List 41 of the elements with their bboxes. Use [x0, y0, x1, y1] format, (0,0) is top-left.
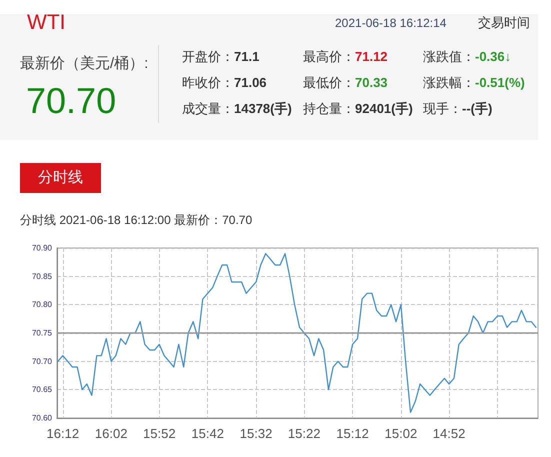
y-tick-label: 70.65: [32, 385, 53, 394]
text: -0.51(%): [475, 75, 525, 90]
x-tick-label: 16:02: [94, 426, 128, 441]
text: 最新价（美元/桶）:: [20, 55, 148, 72]
text: 持仓量：: [303, 101, 355, 116]
x-tick-label: 15:02: [384, 426, 418, 441]
text: 分时线: [20, 163, 101, 193]
text: 71.12: [355, 49, 388, 64]
text: 成交量：: [182, 101, 234, 116]
chart-subtitle: 分时线 2021-06-18 16:12:00 最新价：70.70: [20, 213, 252, 228]
line-series: [57, 253, 537, 413]
text: --(手): [462, 101, 492, 116]
text: 涨跌幅：: [423, 75, 475, 90]
y-tick-label: 70.60: [32, 414, 53, 422]
text: 2021-06-18 16:12:14: [335, 16, 446, 31]
x-tick-label: 15:22: [288, 426, 320, 441]
text: 最高价：: [303, 49, 355, 64]
text: -0.36↓: [475, 49, 512, 64]
text: 92401(手): [355, 101, 413, 116]
y-tick-label: 70.90: [32, 244, 53, 252]
text: 71.06: [234, 75, 267, 90]
x-tick-label: 16:12: [46, 426, 80, 441]
text: 交易时间: [478, 15, 530, 31]
chart-title: WTI: [27, 11, 66, 36]
text: 70.33: [355, 75, 388, 90]
y-tick-label: 70.70: [32, 356, 53, 366]
x-tick-label: 15:52: [143, 426, 176, 441]
text: 14378(手): [234, 101, 292, 116]
text: 涨跌值：: [423, 49, 475, 64]
x-tick-label: 14:52: [432, 426, 466, 441]
text: 现手：: [423, 101, 462, 116]
text: 开盘价：: [182, 49, 234, 64]
y-tick-label: 70.80: [32, 300, 53, 310]
x-tick-label: 15:42: [191, 426, 224, 441]
text: 昨收价：: [182, 75, 234, 90]
x-tick-label: 15:32: [240, 426, 272, 441]
text: 最低价：: [303, 75, 355, 90]
y-tick-label: 70.75: [32, 328, 53, 338]
x-tick-label: 15:12: [336, 426, 369, 441]
y-tick-label: 70.85: [32, 272, 53, 281]
text: 71.1: [234, 49, 260, 64]
